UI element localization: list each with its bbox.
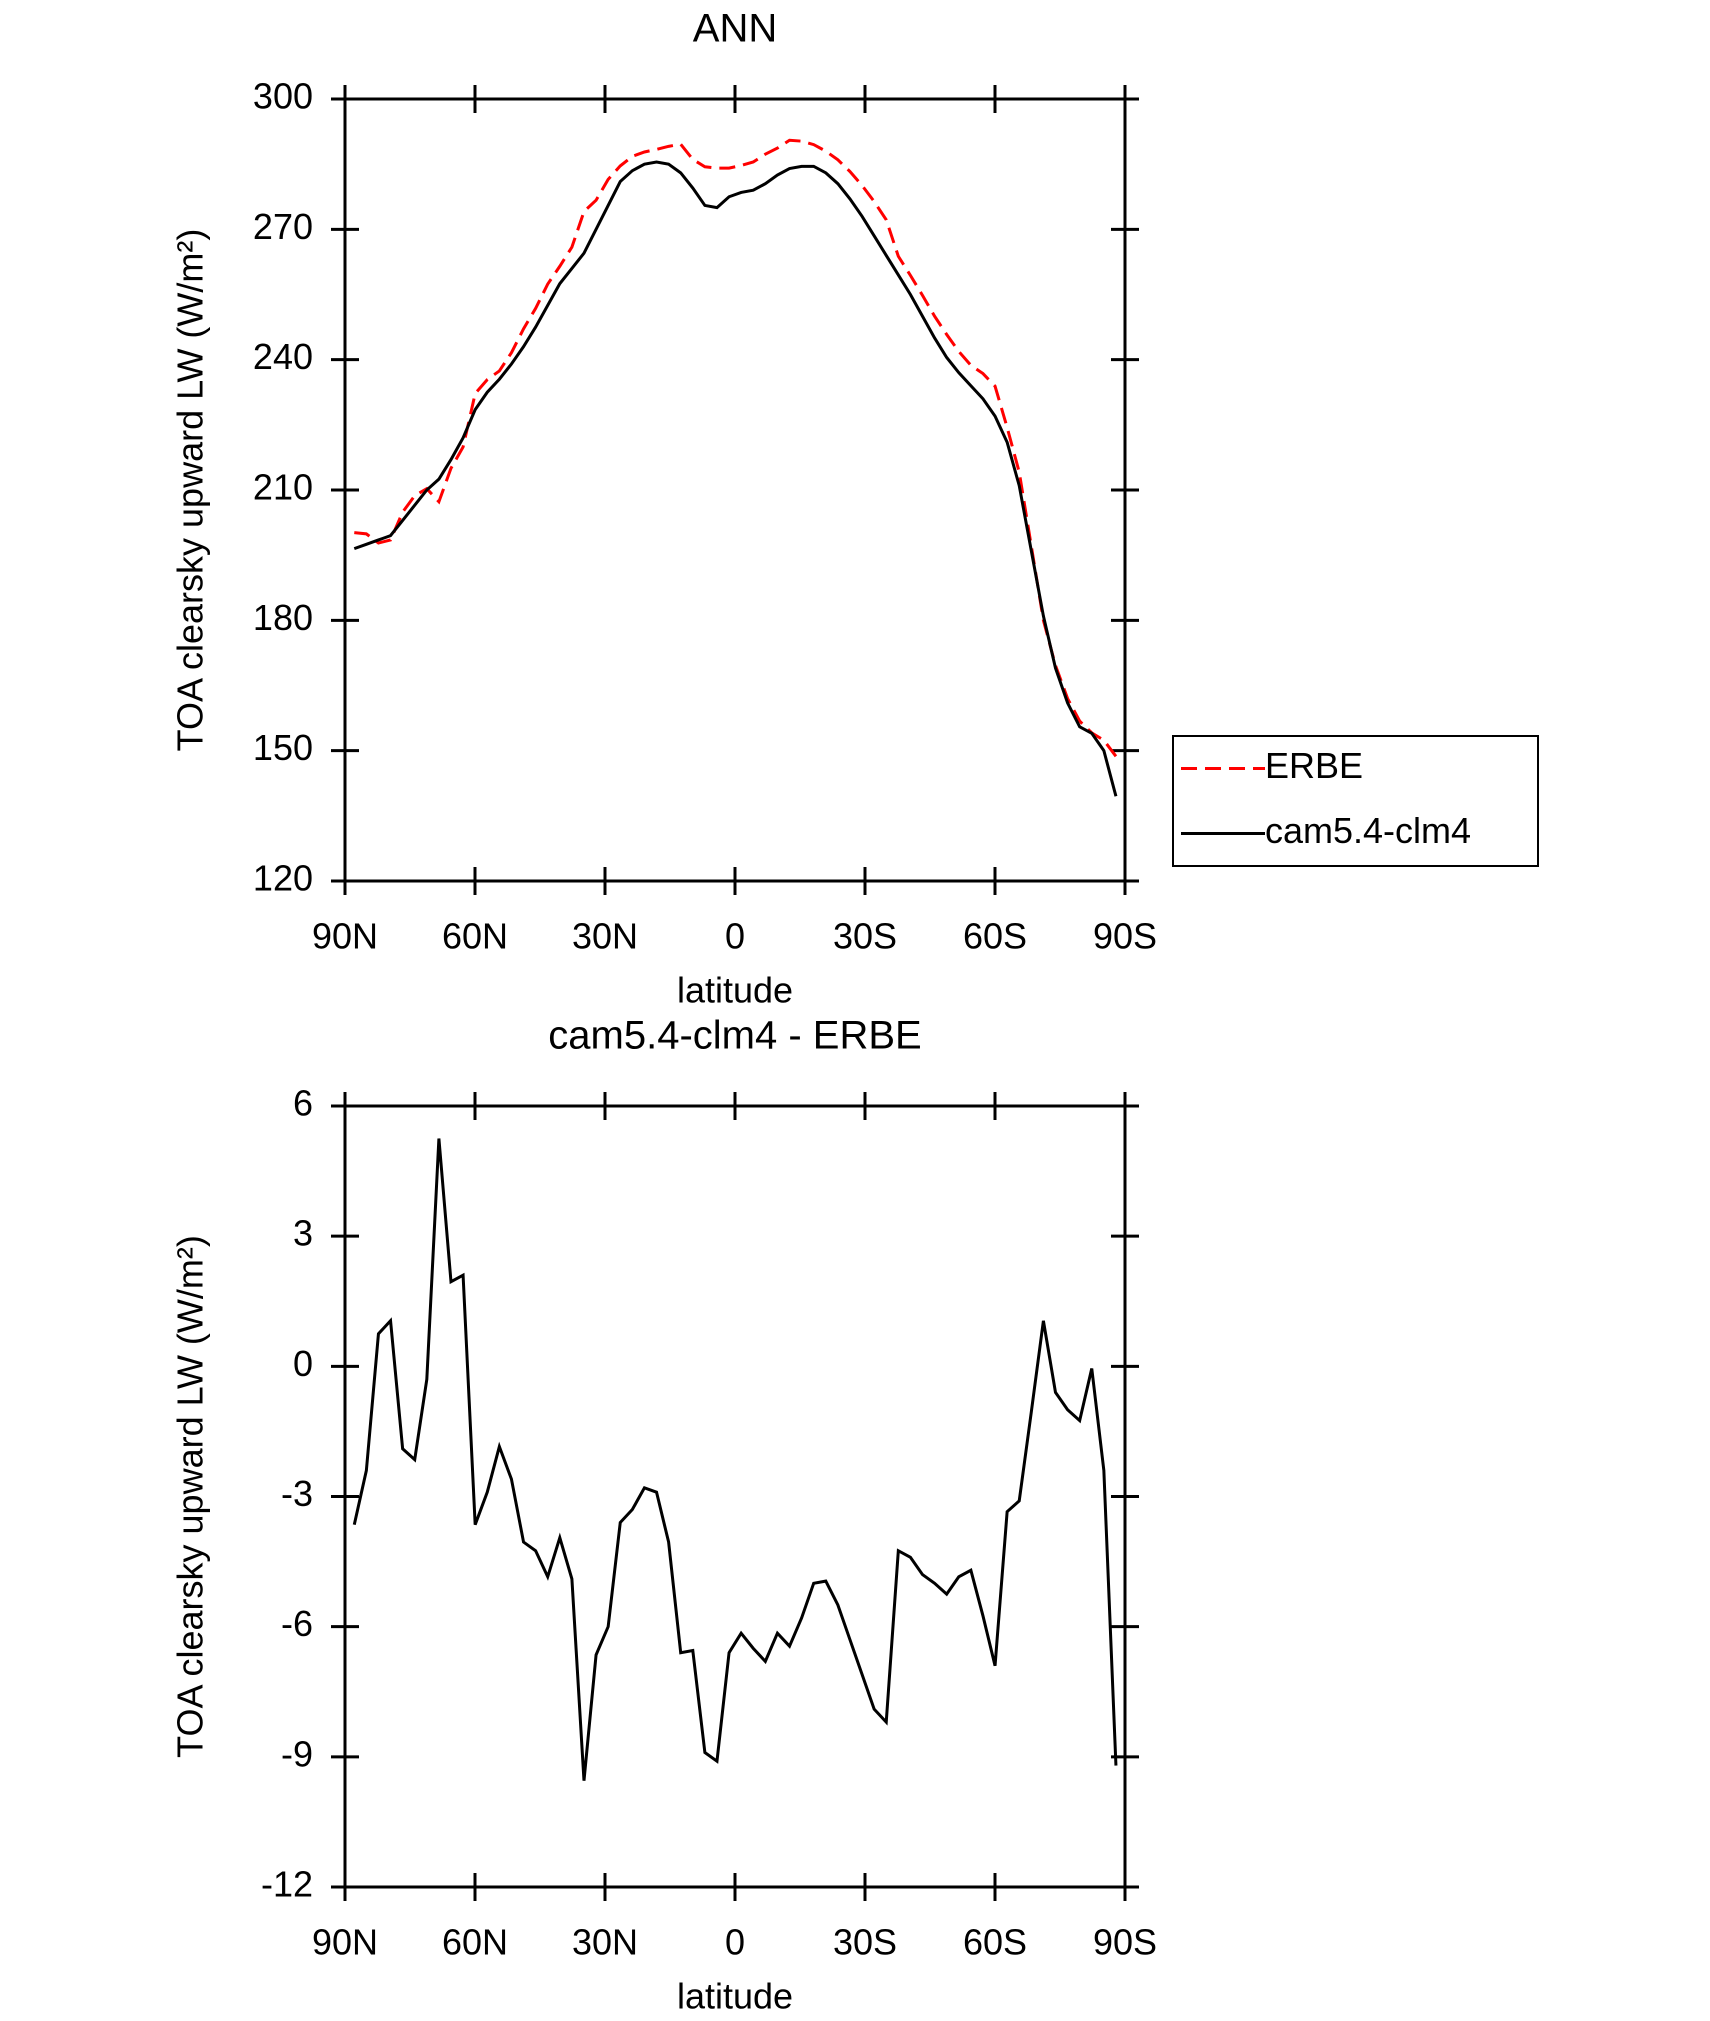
y-tick-label: 240 [253,336,313,377]
x-tick-label: 30N [572,916,638,957]
x-tick-label: 30N [572,1922,638,1963]
x-tick-label: 90S [1093,916,1157,957]
y-tick-label: 6 [293,1083,313,1124]
x-tick-label: 90N [312,1922,378,1963]
y-tick-label: 120 [253,858,313,899]
y-tick-label: 300 [253,76,313,117]
x-tick-label: 90S [1093,1922,1157,1963]
y-axis-title: TOA clearsky upward LW (W/m²) [170,1235,211,1758]
plot-frame [343,97,1127,883]
y-tick-label: -12 [261,1864,313,1905]
x-tick-label: 60N [442,1922,508,1963]
x-tick-label: 30S [833,1922,897,1963]
y-tick-label: 0 [293,1343,313,1384]
y-tick-label: -3 [281,1473,313,1514]
data-line [354,138,1118,758]
legend-box [1172,735,1539,867]
chart-title: cam5.4-clm4 - ERBE [548,1014,921,1058]
x-axis-title: latitude [677,970,793,1011]
data-line [353,160,1118,797]
y-tick-label: 270 [253,206,313,247]
x-tick-label: 60N [442,916,508,957]
y-tick-label: -6 [281,1603,313,1644]
x-axis-title: latitude [677,1976,793,2017]
x-tick-label: 0 [725,1922,745,1963]
y-tick-label: 150 [253,727,313,768]
x-tick-label: 30S [833,916,897,957]
plot-frame [343,1104,1127,1889]
x-tick-label: 90N [312,916,378,957]
x-tick-label: 60S [963,1922,1027,1963]
chart-title: ANN [693,7,777,51]
y-tick-label: 210 [253,467,313,508]
y-axis-title: TOA clearsky upward LW (W/m²) [170,229,211,752]
x-tick-label: 0 [725,916,745,957]
legend-label: cam5.4-clm4 [1265,810,1471,851]
x-tick-label: 60S [963,916,1027,957]
y-tick-label: 3 [293,1213,313,1254]
y-tick-label: 180 [253,597,313,638]
data-line [352,1138,1118,1781]
legend-label: ERBE [1265,745,1363,786]
y-tick-label: -9 [281,1733,313,1774]
